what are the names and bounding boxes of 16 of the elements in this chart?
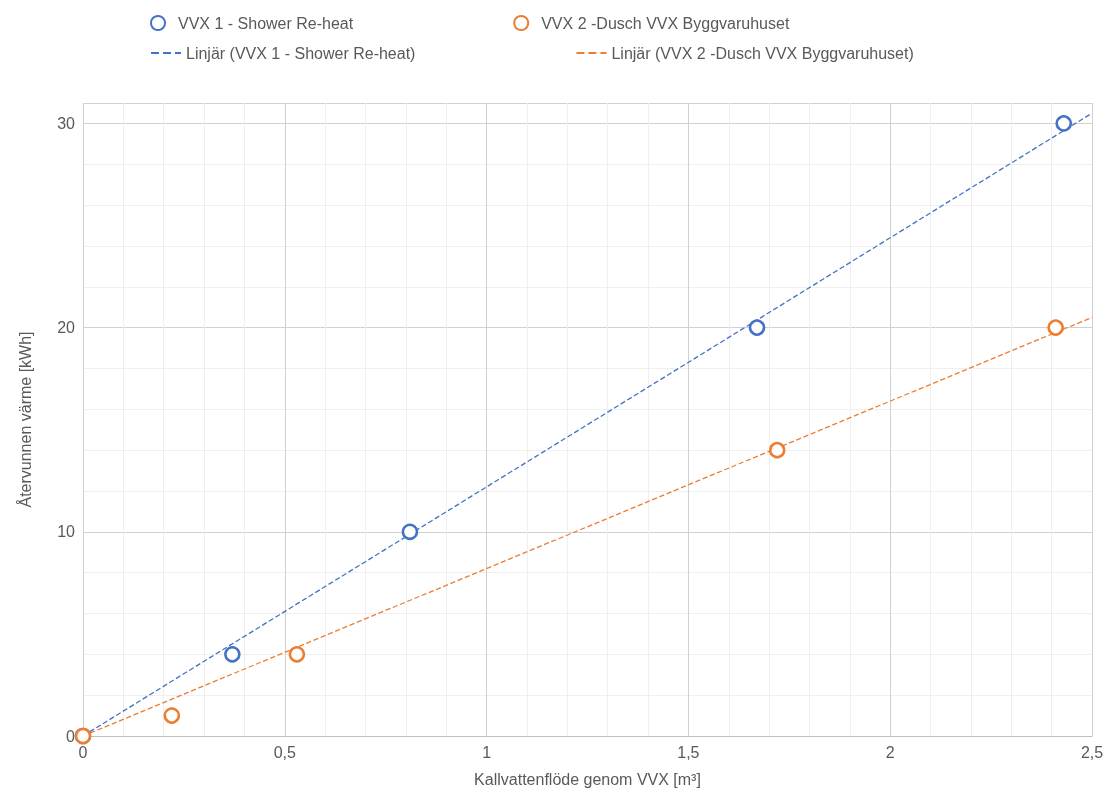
y-tick-label: 20 [57,319,76,337]
legend-label: Linjär (VVX 2 -Dusch VVX Byggvaruhuset) [611,44,914,62]
x-tick-label: 1 [482,743,492,761]
x-tick-label: 1,5 [677,743,700,761]
y-tick-label: 0 [66,727,76,745]
legend-label: VVX 2 -Dusch VVX Byggvaruhuset [541,14,790,32]
y-axis-title: Återvunnen värme [kWh] [15,331,34,508]
x-axis-title: Kallvattenflöde genom VVX [m³] [474,770,701,788]
legend-label: VVX 1 - Shower Re-heat [178,14,354,32]
y-tick-label: 10 [57,523,76,541]
legend-label: Linjär (VVX 1 - Shower Re-heat) [186,44,416,62]
x-tick-label: 2,5 [1080,743,1104,761]
x-tick-label: 2 [885,743,895,761]
x-tick-label: 0,5 [273,743,297,761]
y-tick-label: 30 [57,114,76,132]
x-tick-label: 0 [78,743,88,761]
